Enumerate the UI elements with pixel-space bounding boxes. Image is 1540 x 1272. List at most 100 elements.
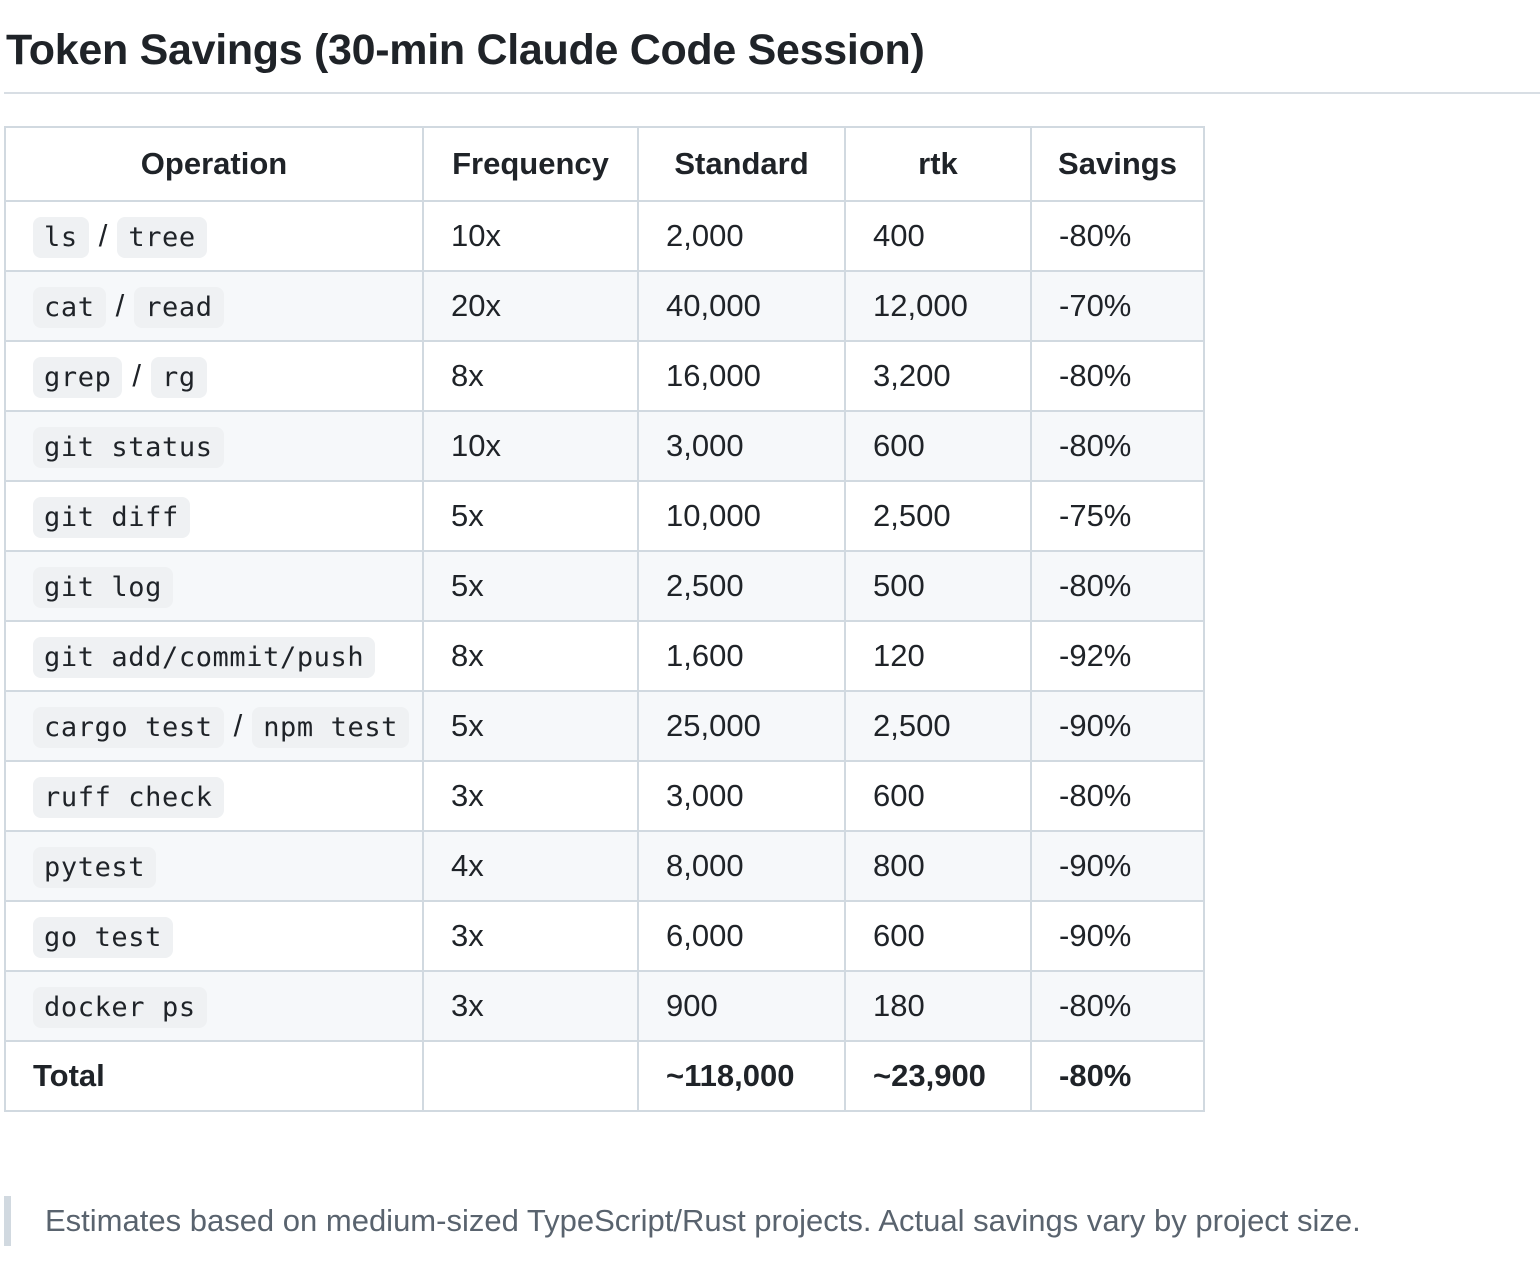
cell-standard: 25,000 [637,690,846,762]
cell-savings: -90% [1030,900,1205,972]
column-header-rtk: rtk [844,126,1032,202]
cell-savings: -90% [1030,830,1205,902]
cell-operation: ls / tree [4,200,424,272]
column-header-operation: Operation [4,126,424,202]
command-code: cargo test [33,707,224,748]
cell-operation: git diff [4,480,424,552]
table-row: ls / tree 10x 2,000 400 -80% [4,200,1205,272]
table-header-row: Operation Frequency Standard rtk Savings [4,126,1205,202]
total-rtk: ~23,900 [844,1040,1032,1112]
command-code: cat [33,287,106,328]
table-row: git add/commit/push 8x 1,600 120 -92% [4,620,1205,692]
cell-standard: 1,600 [637,620,846,692]
token-savings-table: Operation Frequency Standard rtk Savings… [4,126,1205,1112]
cell-savings: -80% [1030,200,1205,272]
page-title: Token Savings (30-min Claude Code Sessio… [6,26,925,74]
cell-frequency: 3x [422,970,639,1042]
cell-savings: -80% [1030,550,1205,622]
total-standard: ~118,000 [637,1040,846,1112]
table-row: git diff 5x 10,000 2,500 -75% [4,480,1205,552]
footnote-blockquote: Estimates based on medium-sized TypeScri… [4,1196,1361,1246]
cell-rtk: 600 [844,760,1032,832]
command-code: read [134,287,224,328]
cell-frequency: 10x [422,200,639,272]
table-total-row: Total ~118,000 ~23,900 -80% [4,1040,1205,1112]
cell-rtk: 12,000 [844,270,1032,342]
command-code: npm test [252,707,410,748]
cell-standard: 6,000 [637,900,846,972]
cell-rtk: 2,500 [844,690,1032,762]
table-row: cat / read 20x 40,000 12,000 -70% [4,270,1205,342]
cell-rtk: 600 [844,900,1032,972]
cell-frequency: 10x [422,410,639,482]
cell-frequency: 5x [422,550,639,622]
command-code: git diff [33,497,190,538]
cell-operation: docker ps [4,970,424,1042]
cell-frequency: 3x [422,900,639,972]
title-divider [4,92,1540,94]
cell-savings: -70% [1030,270,1205,342]
cell-frequency: 5x [422,480,639,552]
cell-operation: grep / rg [4,340,424,412]
cell-standard: 8,000 [637,830,846,902]
cell-frequency: 8x [422,340,639,412]
cell-rtk: 800 [844,830,1032,902]
cell-operation: pytest [4,830,424,902]
cell-savings: -80% [1030,340,1205,412]
command-code: ruff check [33,777,224,818]
command-code: git log [33,567,173,608]
cell-rtk: 500 [844,550,1032,622]
command-separator: / [115,288,125,323]
command-code: ls [33,217,89,258]
command-code: rg [151,357,207,398]
cell-operation: cat / read [4,270,424,342]
command-separator: / [132,358,142,393]
total-label: Total [4,1040,424,1112]
cell-operation: git status [4,410,424,482]
command-code: go test [33,917,173,958]
command-code: grep [33,357,123,398]
cell-operation: go test [4,900,424,972]
total-savings: -80% [1030,1040,1205,1112]
table-body: ls / tree 10x 2,000 400 -80% cat / read 20x 40,000 1… [4,200,1205,1112]
total-frequency [422,1040,639,1112]
cell-standard: 2,500 [637,550,846,622]
command-code: git status [33,427,224,468]
cell-frequency: 5x [422,690,639,762]
table-row: ruff check 3x 3,000 600 -80% [4,760,1205,832]
cell-standard: 10,000 [637,480,846,552]
table-row: go test 3x 6,000 600 -90% [4,900,1205,972]
cell-frequency: 20x [422,270,639,342]
command-code: tree [117,217,207,258]
column-header-savings: Savings [1030,126,1205,202]
cell-operation: cargo test / npm test [4,690,424,762]
cell-standard: 3,000 [637,410,846,482]
cell-frequency: 4x [422,830,639,902]
column-header-frequency: Frequency [422,126,639,202]
cell-frequency: 3x [422,760,639,832]
cell-standard: 3,000 [637,760,846,832]
cell-standard: 2,000 [637,200,846,272]
table-row: git log 5x 2,500 500 -80% [4,550,1205,622]
command-code: git add/commit/push [33,637,376,678]
table-row: cargo test / npm test 5x 25,000 2,500 -90% [4,690,1205,762]
cell-rtk: 120 [844,620,1032,692]
table-row: docker ps 3x 900 180 -80% [4,970,1205,1042]
cell-rtk: 600 [844,410,1032,482]
cell-standard: 16,000 [637,340,846,412]
column-header-standard: Standard [637,126,846,202]
table-row: git status 10x 3,000 600 -80% [4,410,1205,482]
cell-operation: git add/commit/push [4,620,424,692]
command-separator: / [98,218,108,253]
cell-savings: -80% [1030,970,1205,1042]
cell-operation: git log [4,550,424,622]
cell-rtk: 400 [844,200,1032,272]
cell-savings: -80% [1030,760,1205,832]
command-separator: / [233,708,243,743]
cell-savings: -75% [1030,480,1205,552]
cell-rtk: 2,500 [844,480,1032,552]
table-row: grep / rg 8x 16,000 3,200 -80% [4,340,1205,412]
cell-savings: -80% [1030,410,1205,482]
cell-standard: 900 [637,970,846,1042]
cell-frequency: 8x [422,620,639,692]
